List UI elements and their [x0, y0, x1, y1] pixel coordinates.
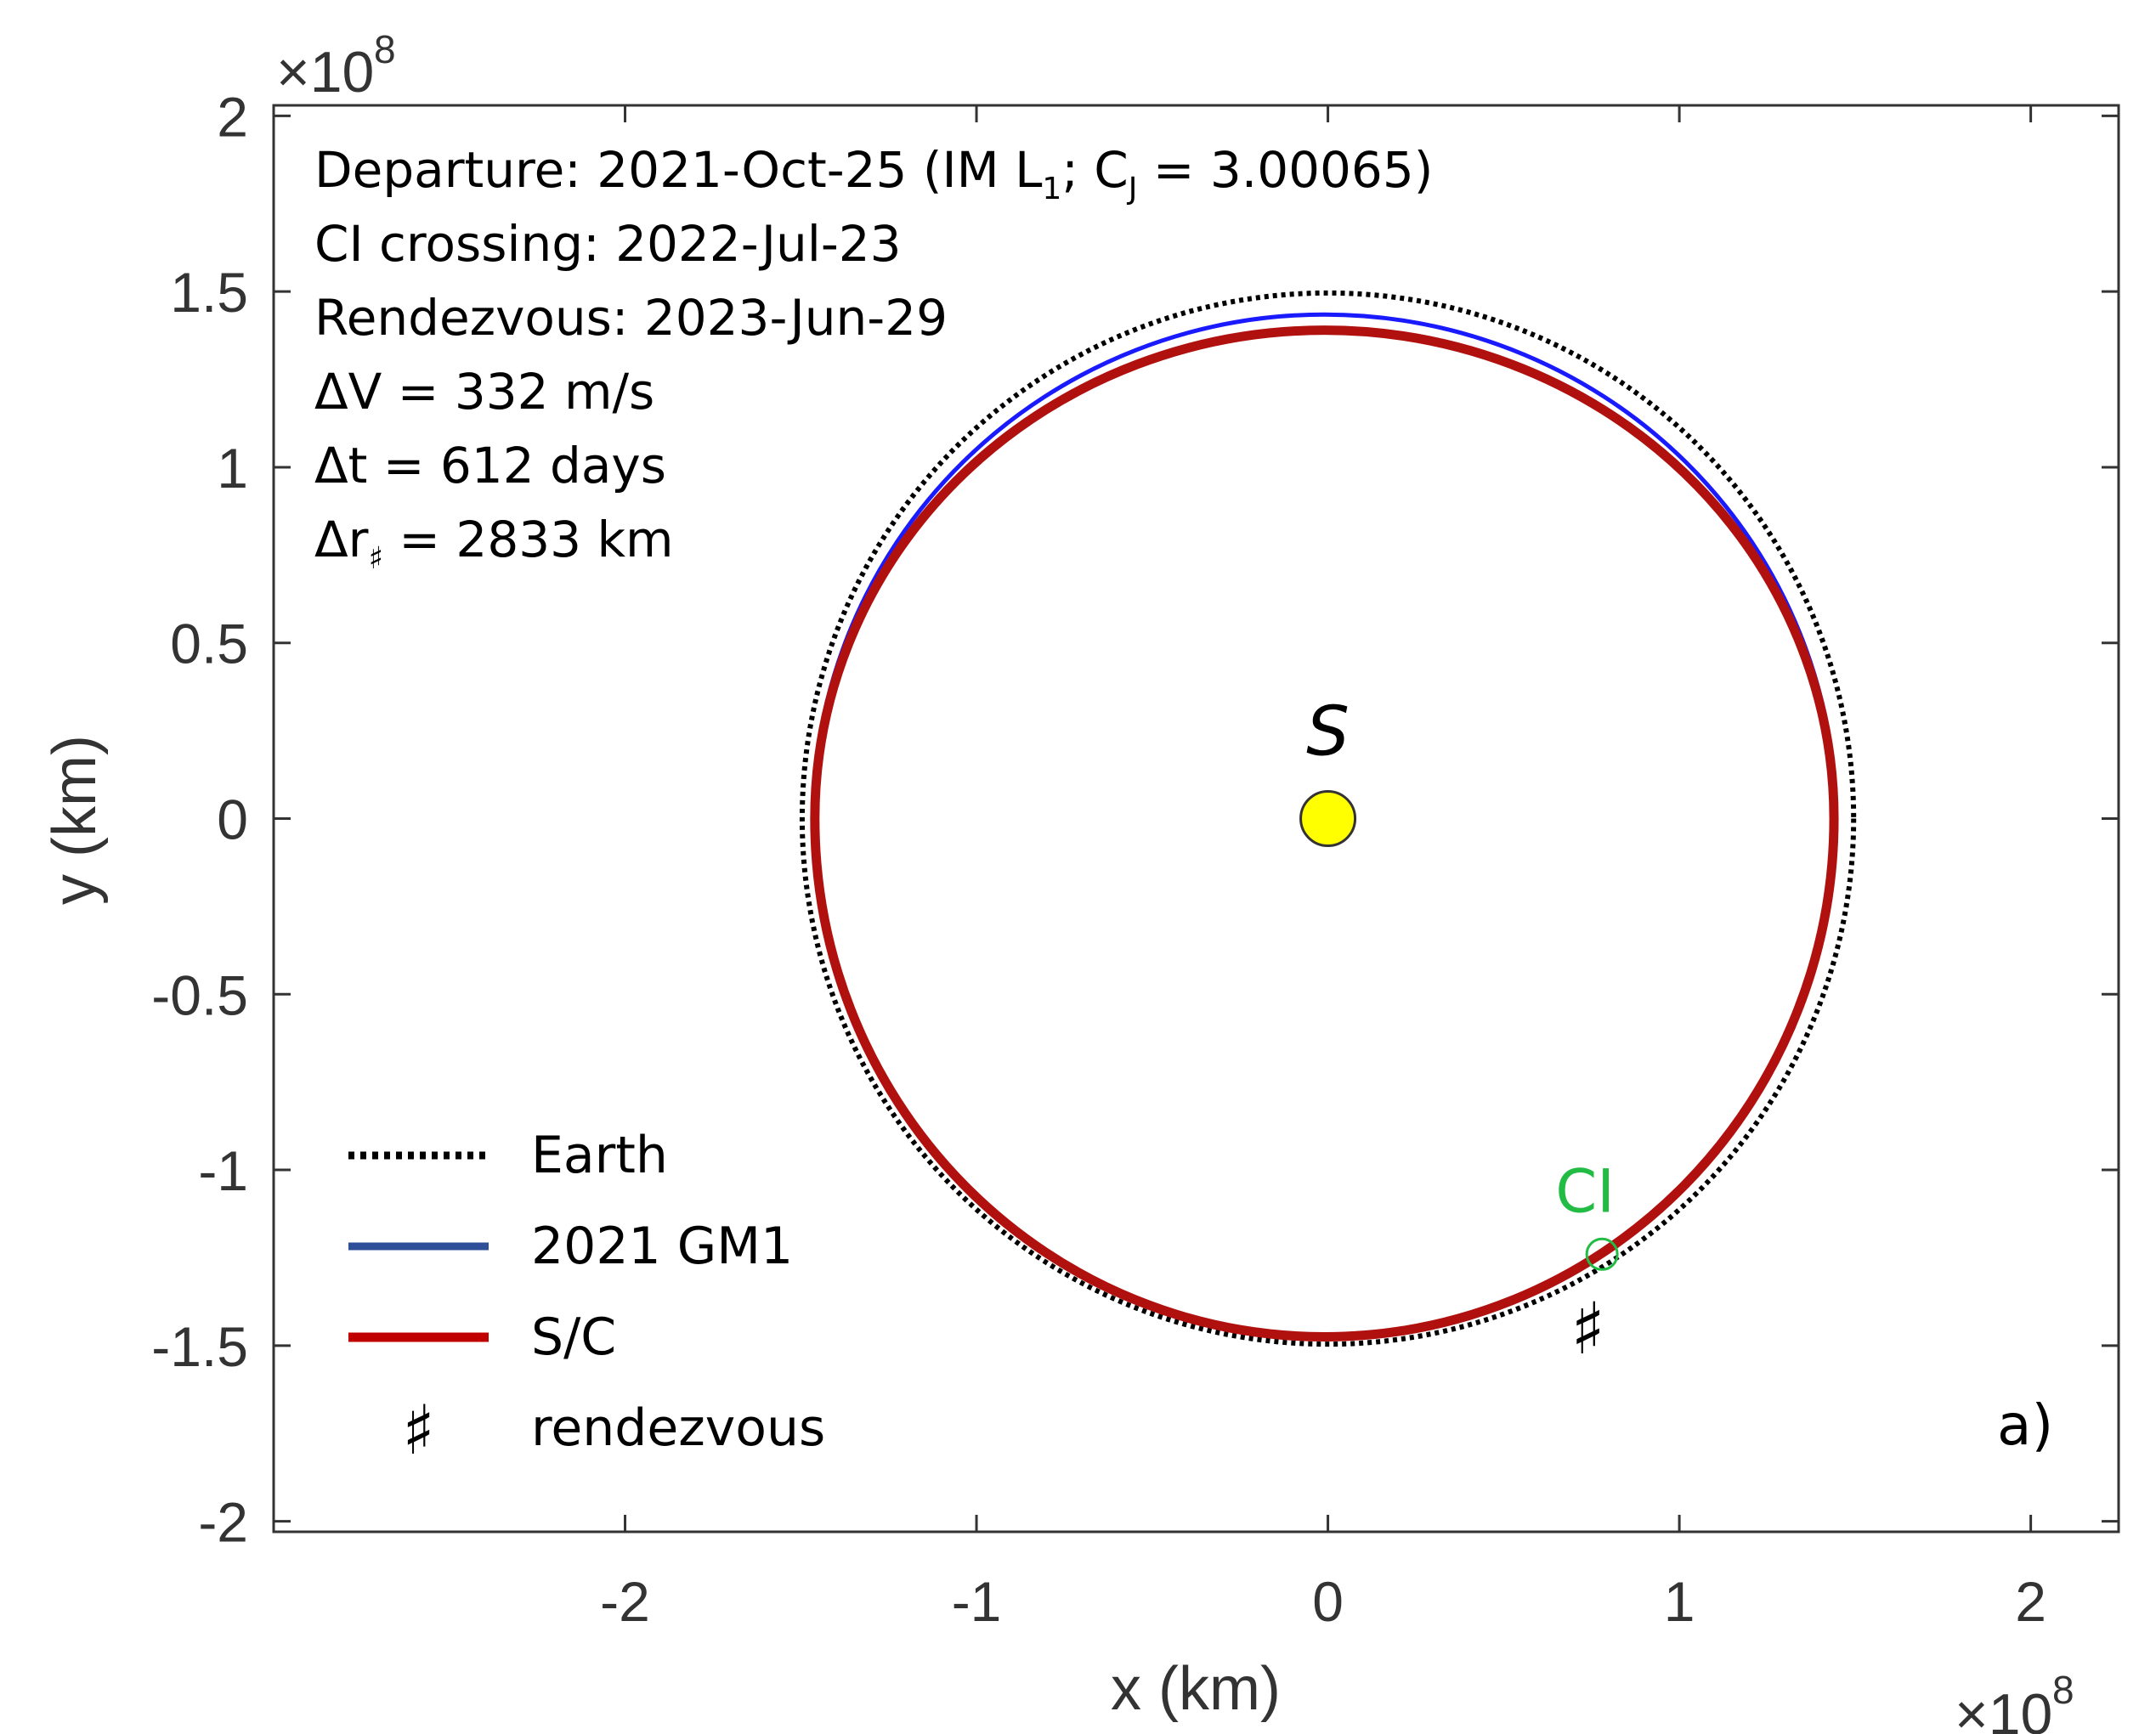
legend-item-sc: S/C — [348, 1308, 616, 1367]
annotation-line: Departure: 2021-Oct-25 (IM L1; CJ = 3.00… — [314, 141, 1433, 206]
orbit-markers: S CI ♯ — [1299, 692, 1619, 1370]
x-tick-label: 0 — [1312, 1570, 1344, 1633]
x-exponent-power: 8 — [2052, 1668, 2074, 1712]
y-tick-label: -0.5 — [151, 963, 248, 1026]
y-exponent-base: ×10 — [276, 40, 374, 104]
y-tick-label: 2 — [217, 85, 248, 148]
y-axis-label: y (km) — [41, 735, 109, 905]
annotation-line: ΔV = 332 m/s — [314, 363, 654, 421]
orbit-s-c — [810, 325, 1839, 1341]
orbit-earth — [799, 290, 1857, 1347]
x-tick-label: 1 — [1664, 1570, 1695, 1633]
y-tick-label: -1.5 — [151, 1315, 248, 1378]
ci-marker — [1585, 1237, 1619, 1271]
sun-marker — [1299, 790, 1357, 847]
x-axis-label: x (km) — [1111, 1655, 1281, 1723]
legend-item-rendezvous: ♯ rendezvous — [402, 1391, 825, 1470]
y-tick-label: -2 — [198, 1491, 248, 1554]
rendezvous-marker: ♯ — [1570, 1287, 1605, 1370]
annotation-line: Rendezvous: 2023-Jun-29 — [314, 289, 948, 347]
y-tick-label: -1 — [198, 1139, 248, 1202]
y-axis-exponent: ×10 8 — [276, 27, 396, 104]
axis-tick-labels: -2 -1 0 1 2 -2 -1.5 -1 -0.5 0 0.5 1 1.5 2 — [151, 85, 2046, 1633]
legend-label: S/C — [531, 1308, 616, 1367]
x-tick-label: -1 — [952, 1570, 1002, 1633]
y-tick-label: 0.5 — [170, 613, 248, 675]
annotation-line: Δt = 612 days — [314, 437, 666, 494]
annotation-line: Δr♯ = 2833 km — [314, 511, 674, 576]
x-exponent-base: ×10 — [1955, 1682, 2052, 1734]
y-tick-label: 1 — [217, 437, 248, 500]
panel-label: a) — [1997, 1392, 2053, 1458]
legend-label: Earth — [531, 1126, 668, 1185]
legend-item-gm1: 2021 GM1 — [348, 1217, 793, 1276]
legend-label: 2021 GM1 — [531, 1217, 793, 1276]
x-tick-label: -2 — [600, 1570, 650, 1633]
legend: Earth 2021 GM1 S/C ♯ rendezvous — [348, 1126, 825, 1470]
orbit-series — [799, 290, 1857, 1347]
sun-label: S — [1306, 692, 1350, 771]
x-axis-exponent: ×10 8 — [1955, 1668, 2074, 1734]
legend-label: rendezvous — [531, 1398, 825, 1458]
y-tick-label: 0 — [217, 788, 248, 851]
x-tick-label: 2 — [2015, 1570, 2046, 1633]
mission-annotations: Departure: 2021-Oct-25 (IM L1; CJ = 3.00… — [314, 141, 1433, 576]
y-exponent-power: 8 — [374, 27, 396, 71]
legend-swatch-rendezvous: ♯ — [402, 1391, 435, 1470]
legend-item-earth: Earth — [348, 1126, 668, 1185]
annotation-line: CI crossing: 2022-Jul-23 — [314, 215, 902, 273]
ci-label: CI — [1555, 1156, 1615, 1226]
axis-ticks — [274, 105, 2119, 1532]
y-tick-label: 1.5 — [170, 261, 248, 324]
